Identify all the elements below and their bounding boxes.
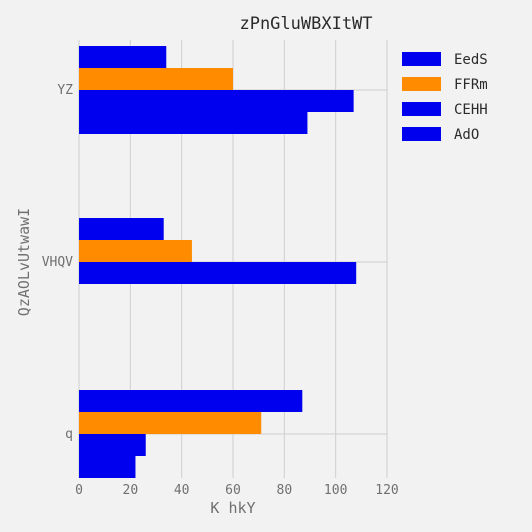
y-tick-label: q	[65, 427, 73, 442]
x-tick-label: 100	[324, 483, 347, 498]
legend-swatch	[402, 52, 441, 66]
bar-eeds-q	[79, 390, 303, 412]
legend: EedS FFRm CEHH AdO	[402, 52, 488, 143]
bar-eeds-vhqv	[79, 218, 164, 240]
x-tick-label: 80	[277, 483, 293, 498]
x-tick-label: 0	[75, 483, 83, 498]
bars	[79, 46, 357, 478]
x-axis-label: K hkY	[210, 499, 255, 517]
y-tick-label: YZ	[57, 83, 73, 98]
legend-label: FFRm	[454, 77, 488, 93]
legend-label: CEHH	[454, 102, 488, 118]
bar-ado-q	[79, 456, 136, 478]
legend-label: EedS	[454, 52, 488, 68]
x-tick-label: 20	[123, 483, 139, 498]
chart-title: zPnGluWBXItWT	[239, 14, 372, 34]
bar-cehh-q	[79, 434, 146, 456]
bar-ffrm-vhqv	[79, 240, 192, 262]
tick-labels: 0 20 40 60 80 100 120 q VHQV YZ	[42, 83, 399, 498]
legend-swatch	[402, 102, 441, 116]
y-axis-label: QzAOLvUtwawI	[15, 208, 33, 316]
bar-ffrm-yz	[79, 68, 233, 90]
legend-swatch	[402, 77, 441, 91]
x-tick-label: 120	[375, 483, 398, 498]
bar-ffrm-q	[79, 412, 262, 434]
x-tick-label: 60	[225, 483, 241, 498]
bar-ado-yz	[79, 112, 308, 134]
x-tick-label: 40	[174, 483, 190, 498]
bar-cehh-vhqv	[79, 262, 357, 284]
y-tick-label: VHQV	[42, 255, 73, 270]
legend-swatch	[402, 127, 441, 141]
bar-cehh-yz	[79, 90, 354, 112]
bar-eeds-yz	[79, 46, 167, 68]
legend-label: AdO	[454, 127, 479, 143]
